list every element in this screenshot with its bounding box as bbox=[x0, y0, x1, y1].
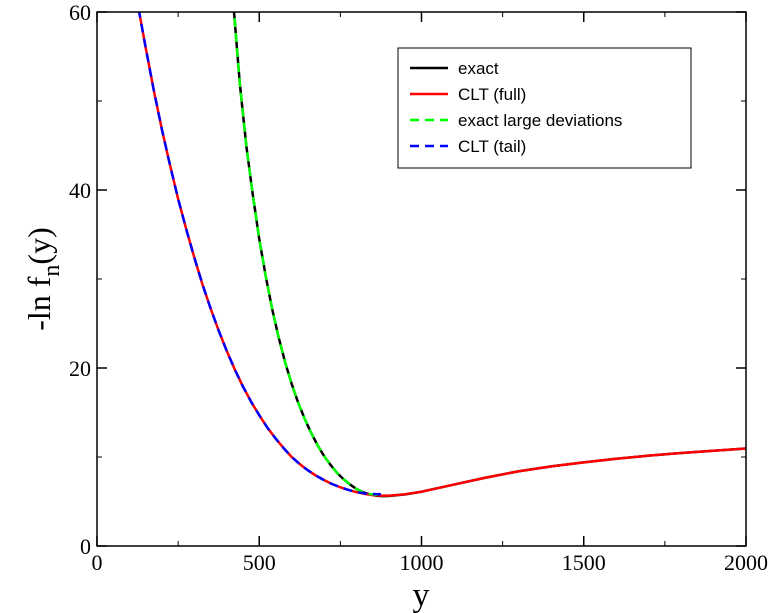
x-tick-label: 2000 bbox=[724, 550, 768, 575]
y-tick-label: 60 bbox=[69, 0, 91, 25]
legend-label-exact-large-deviations: exact large deviations bbox=[458, 111, 622, 130]
legend-box bbox=[397, 47, 692, 169]
svg-text:-ln fn(y): -ln fn(y) bbox=[21, 227, 65, 331]
y-tick-label: 20 bbox=[69, 356, 91, 381]
y-axis-label-prefix: -ln f bbox=[21, 276, 57, 331]
legend-label-clt-tail: CLT (tail) bbox=[458, 137, 526, 156]
x-axis-label: y bbox=[413, 577, 430, 613]
legend-label-exact: exact bbox=[458, 59, 499, 78]
x-tick-label: 1500 bbox=[562, 550, 606, 575]
y-tick-label: 40 bbox=[69, 178, 91, 203]
y-axis-label: -ln fn(y) bbox=[21, 227, 65, 331]
y-axis-label-suffix: (y) bbox=[21, 227, 57, 264]
y-tick-label: 0 bbox=[80, 534, 91, 559]
series-line-clt-tail bbox=[137, 12, 381, 496]
legend: exact CLT (full) exact large deviations CLT… bbox=[397, 47, 692, 169]
series-line-exact-large-deviations bbox=[232, 12, 383, 497]
x-tick-label: 1000 bbox=[400, 550, 444, 575]
y-axis-label-subscript: n bbox=[39, 265, 65, 277]
legend-label-clt-full: CLT (full) bbox=[458, 85, 526, 104]
x-tick-label: 500 bbox=[243, 550, 276, 575]
x-tick-label: 0 bbox=[92, 550, 103, 575]
